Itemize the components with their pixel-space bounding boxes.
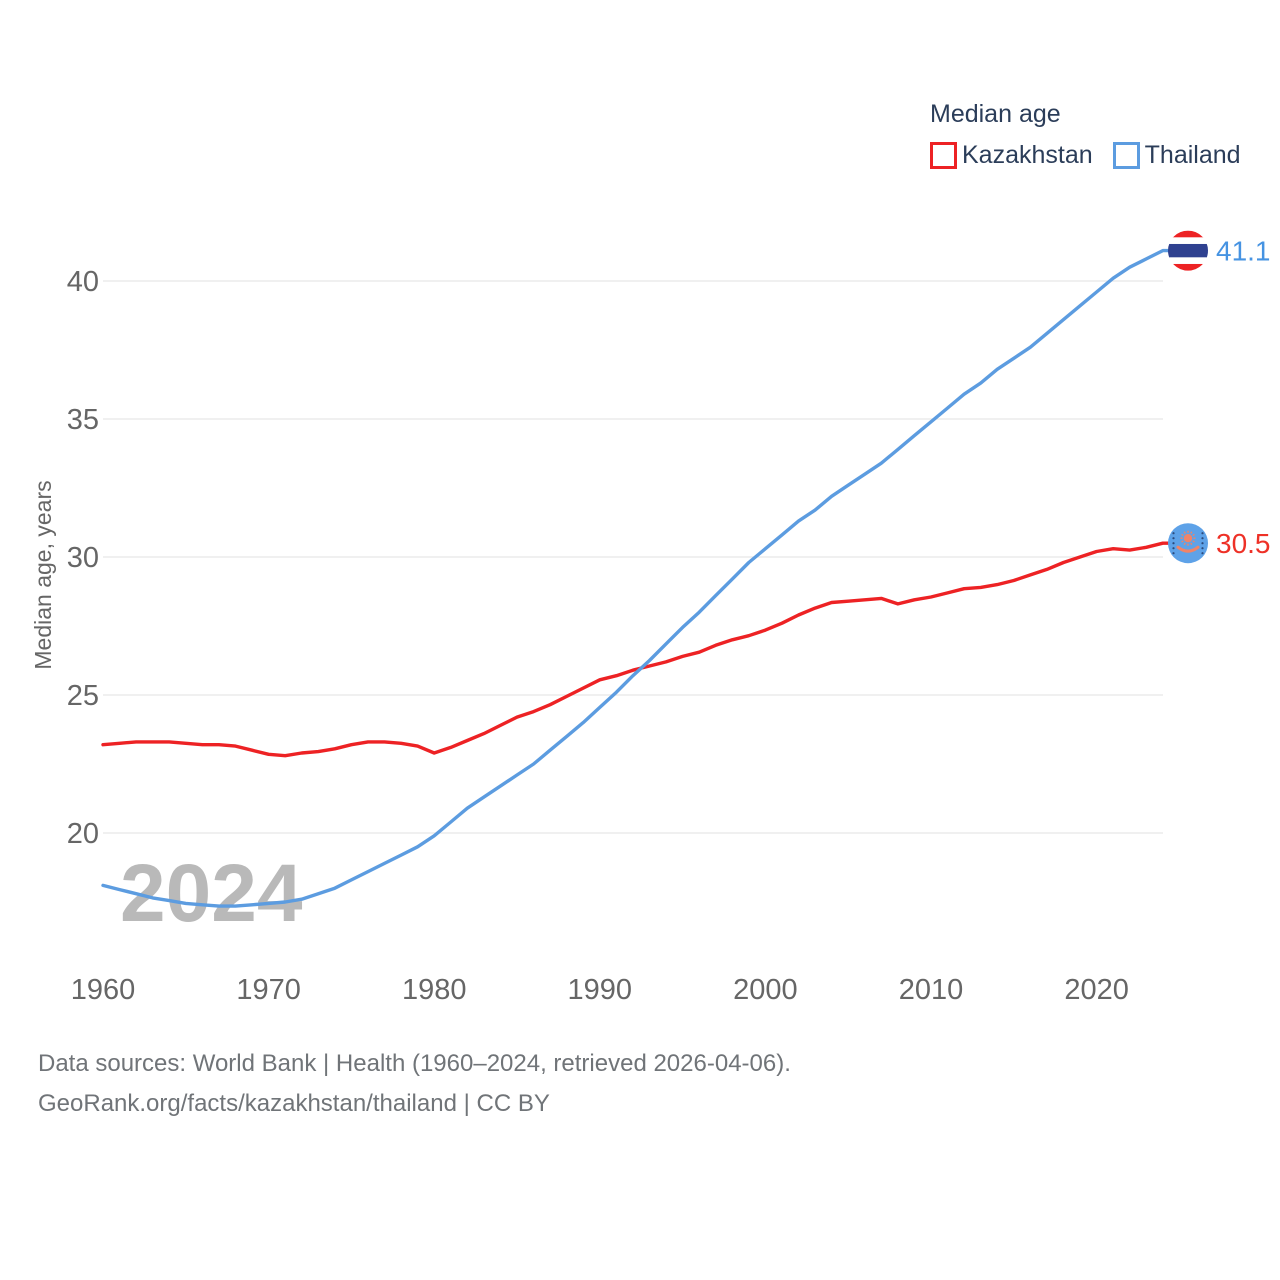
footer-attribution: GeoRank.org/facts/kazakhstan/thailand | …: [38, 1090, 550, 1117]
kazakhstan-flag-ornament-dot: [1201, 532, 1204, 535]
kazakhstan-flag-sun-ray: [1190, 531, 1193, 534]
kazakhstan-flag-ornament-dot: [1172, 537, 1175, 540]
legend-item-thailand[interactable]: Thailand: [1112, 141, 1241, 170]
legend-items: Kazakhstan Thailand: [930, 141, 1241, 170]
kazakhstan-flag-sun-ray: [1192, 533, 1195, 537]
thailand-swatch-icon: [1112, 142, 1140, 169]
x-tick-label-1960: 1960: [71, 974, 136, 1006]
y-tick-label-25: 25: [67, 680, 99, 712]
end-value-label-thailand: 41.1: [1216, 236, 1271, 267]
end-value-label-kazakhstan: 30.5: [1216, 528, 1271, 559]
thailand-flag-stripe-1: [1168, 237, 1208, 245]
kazakhstan-flag-ornament-dot: [1172, 542, 1175, 545]
thailand-flag-stripe-4: [1168, 263, 1208, 271]
y-tick-label-40: 40: [67, 266, 99, 298]
legend-title: Median age: [930, 100, 1061, 128]
legend-item-label-thailand: Thailand: [1144, 141, 1241, 169]
kazakhstan-flag-eagle: [1176, 545, 1200, 553]
legend-item-label-kazakhstan: Kazakhstan: [962, 141, 1093, 169]
thailand-flag-stripe-3: [1168, 257, 1208, 265]
kazakhstan-flag-sun-ray: [1192, 540, 1195, 543]
kazakhstan-flag-sun-ray: [1183, 531, 1186, 534]
legend-item-kazakhstan[interactable]: Kazakhstan: [930, 141, 1093, 170]
chart-legend: Median age Kazakhstan Thailand: [930, 99, 1241, 170]
kazakhstan-flag-ornament-dot: [1172, 532, 1175, 535]
thailand-flag-stripe-0: [1168, 230, 1208, 238]
kazakhstan-flag-sun: [1183, 534, 1193, 543]
y-tick-label-20: 20: [67, 818, 99, 850]
x-tick-label-1970: 1970: [236, 974, 301, 1006]
y-tick-label-35: 35: [67, 404, 99, 436]
kazakhstan-flag-ornament-dot: [1172, 547, 1175, 550]
watermark-year: 2024: [120, 848, 303, 939]
kazakhstan-flag-icon: [1168, 523, 1208, 564]
kazakhstan-flag-ornament-dot: [1172, 552, 1175, 555]
kazakhstan-flag-sun-ray: [1181, 533, 1184, 537]
kazakhstan-flag-circle: [1168, 523, 1208, 564]
kazakhstan-flag-sun-ray: [1181, 540, 1184, 543]
x-tick-label-2000: 2000: [733, 974, 798, 1006]
x-tick-label-1990: 1990: [568, 974, 633, 1006]
thailand-flag-stripe-2: [1168, 243, 1208, 258]
kazakhstan-flag-ornament-dot: [1201, 547, 1204, 550]
x-tick-label-1980: 1980: [402, 974, 467, 1006]
kazakhstan-flag-ornament-dot: [1201, 542, 1204, 545]
x-tick-label-2010: 2010: [899, 974, 964, 1006]
footer: Data sources: World Bank | Health (1960–…: [38, 1044, 791, 1124]
kazakhstan-flag-sun-ray: [1183, 542, 1186, 546]
kazakhstan-flag-ornament-dot: [1201, 537, 1204, 540]
kazakhstan-flag-ornament-dot: [1201, 552, 1204, 555]
kazakhstan-swatch-icon: [930, 142, 957, 169]
footer-data-sources: Data sources: World Bank | Health (1960–…: [38, 1050, 791, 1077]
x-tick-label-2020: 2020: [1064, 974, 1129, 1006]
median-age-chart: 20 25 30 35 40 Median age, years 2024 1960 1970 1…: [30, 230, 1271, 1006]
thailand-flag-icon: [1168, 230, 1208, 271]
y-tick-label-30: 30: [67, 542, 99, 574]
y-axis-title: Median age, years: [30, 480, 56, 669]
series-line-thailand: [101, 248, 1172, 908]
series-line-kazakhstan: [101, 541, 1172, 758]
kazakhstan-flag-sun-ray: [1190, 542, 1193, 546]
